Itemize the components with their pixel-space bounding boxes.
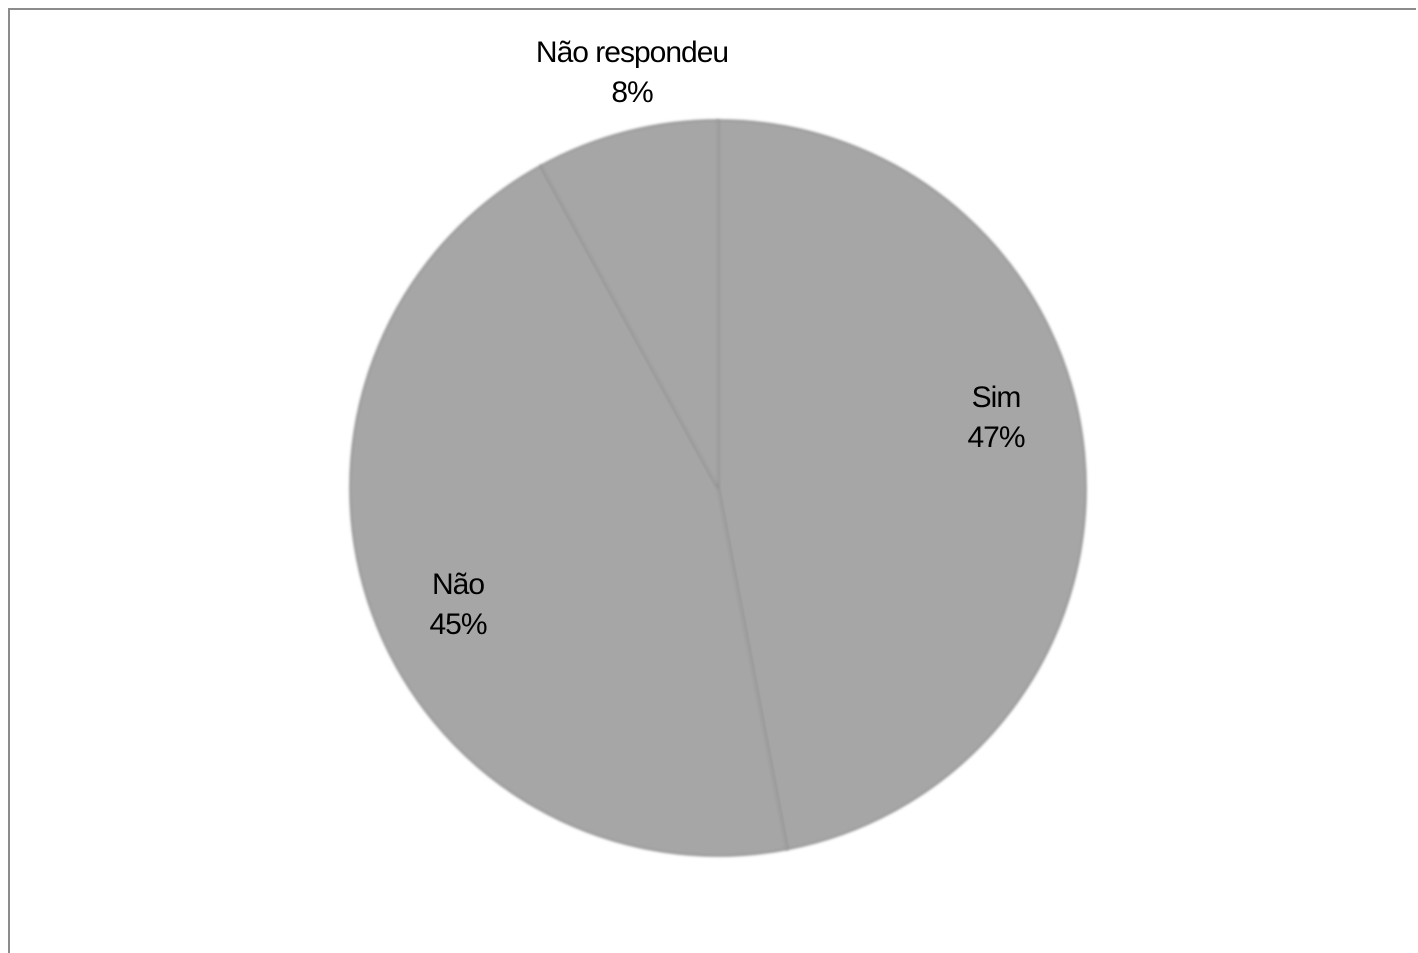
- slice-category-text: Sim: [972, 381, 1021, 414]
- slice-label-n-o-respondeu: Não respondeu 8%: [536, 36, 728, 109]
- slice-label-n-o: Não 45%: [429, 568, 486, 641]
- pie-slices: [349, 119, 1087, 857]
- slice-percent-text: 8%: [611, 76, 653, 109]
- pie-labels: Sim 47% Não 45% Não respondeu 8%: [429, 36, 1025, 641]
- pie-slice-n-o-respondeu: [539, 119, 719, 489]
- pie-slice-n-o: [349, 164, 788, 857]
- slice-label-sim: Sim 47%: [967, 381, 1024, 454]
- pie-slice-sim: [717, 119, 1087, 851]
- slice-category-text: Não: [432, 568, 484, 601]
- slice-percent-text: 45%: [429, 608, 486, 641]
- slice-percent-text: 47%: [967, 421, 1024, 454]
- slice-category-text: Não respondeu: [536, 36, 728, 69]
